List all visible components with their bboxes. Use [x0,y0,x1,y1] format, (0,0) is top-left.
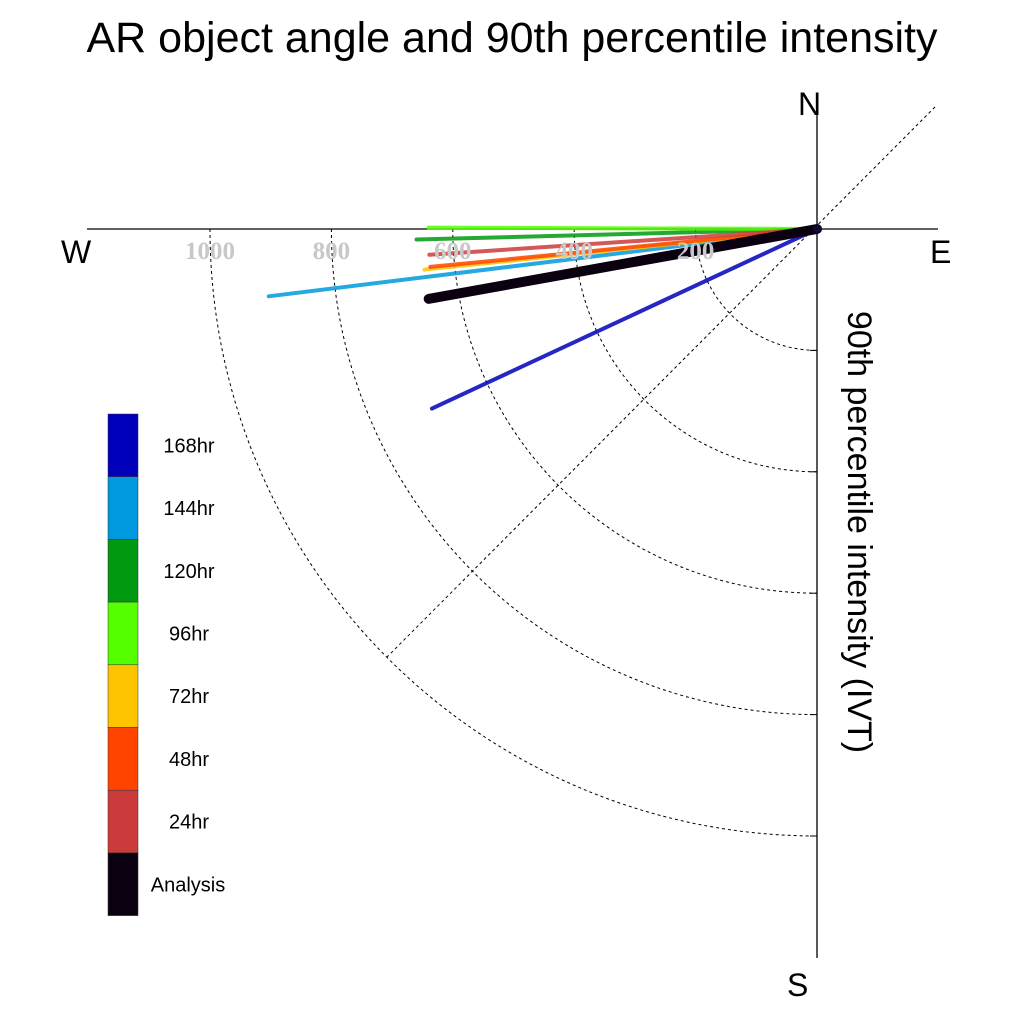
north-label: N [798,86,821,122]
legend-label-168hr: 168hr [163,435,214,457]
vector-48hr [428,227,819,269]
legend: 168hr 144hr 120hr 96hr 72hr 48hr 24hr Analysis [107,413,225,916]
ring-arc [573,228,818,473]
legend-swatch-96hr [107,601,139,666]
vector-24hr [427,227,819,257]
legend-swatch-72hr [107,664,139,728]
ring-arc [209,228,818,837]
ring-grid [209,228,818,837]
legend-swatch-144hr [107,476,139,540]
legend-swatch-168hr [107,413,139,477]
ring-arc [452,228,818,594]
west-label: W [61,234,92,270]
series-vectors [266,224,822,411]
south-label: S [787,967,808,1003]
ring-tick-label: 200 [677,238,715,265]
origin-marker [813,225,821,233]
legend-label-72hr: 72hr [169,686,209,708]
legend-swatch-120hr [107,539,139,603]
legend-label-48hr: 48hr [169,749,209,771]
vector-96hr [426,225,819,231]
legend-swatch-48hr [107,727,139,791]
ring-tick-label: 1000 [185,238,235,265]
legend-label-120hr: 120hr [163,561,214,583]
chart-title: AR object angle and 90th percentile inte… [86,14,938,62]
legend-label-144hr: 144hr [163,498,214,520]
legend-swatch-analysis [107,852,139,916]
east-label: E [930,234,951,270]
ring-tick-label: 600 [434,238,472,265]
ring-arc [330,228,818,716]
legend-label-96hr: 96hr [169,623,209,645]
vector-analysis [423,224,822,304]
vector-168hr [429,227,819,411]
legend-label-analysis: Analysis [151,874,225,896]
ring-tick-labels: 200 400 600 800 1000 [185,238,714,265]
ring-tick-label: 800 [313,238,351,265]
legend-swatch-24hr [107,789,139,854]
legend-label-24hr: 24hr [169,812,209,834]
ring-tick-label: 400 [555,238,593,265]
radial-axis-label: 90th percentile intensity (IVT) [840,311,878,753]
